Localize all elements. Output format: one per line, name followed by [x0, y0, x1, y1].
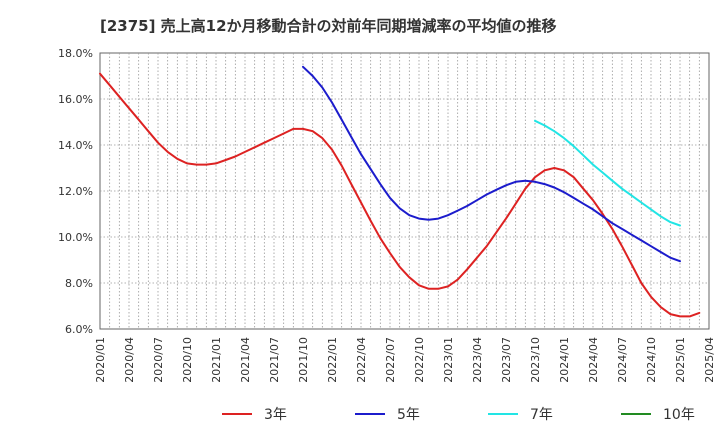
x-tick-label: 2022/04 [355, 337, 368, 383]
x-tick-label: 2024/10 [645, 337, 658, 383]
x-tick-label: 2023/04 [471, 337, 484, 383]
series-layer [99, 65, 701, 318]
legend-label: 3年 [264, 407, 287, 423]
y-tick-label: 10.0% [58, 231, 93, 244]
x-tick-label: 2020/01 [94, 337, 107, 383]
x-tick-label: 2021/07 [268, 337, 281, 383]
x-tick-label: 2022/10 [413, 337, 426, 383]
x-tick-label: 2025/01 [674, 337, 687, 383]
x-tick-label: 2022/01 [326, 337, 339, 383]
x-tick-label: 2020/04 [123, 337, 136, 383]
x-tick-label: 2024/04 [587, 337, 600, 383]
y-tick-label: 16.0% [58, 93, 93, 106]
y-tick-label: 6.0% [65, 323, 93, 336]
legend-item: 7年 [488, 407, 553, 423]
grid-layer [99, 52, 710, 330]
legend-item: 10年 [621, 407, 695, 423]
legend-label: 5年 [397, 407, 420, 423]
chart-title: [2375] 売上高12か月移動合計の対前年同期増減率の平均値の推移 [100, 17, 557, 35]
x-tick-label: 2024/07 [616, 337, 629, 383]
x-tick-label: 2024/01 [558, 337, 571, 383]
x-tick-label: 2022/07 [384, 337, 397, 383]
x-tick-label: 2020/10 [181, 337, 194, 383]
x-tick-label: 2020/07 [152, 337, 165, 383]
series-line [534, 119, 681, 227]
x-tick-label: 2021/10 [297, 337, 310, 383]
x-tick-label: 2025/04 [703, 337, 716, 383]
y-tick-label: 18.0% [58, 47, 93, 60]
legend-item: 3年 [222, 407, 287, 423]
x-tick-label: 2023/07 [500, 337, 513, 383]
y-tick-label: 12.0% [58, 185, 93, 198]
legend-label: 10年 [663, 407, 695, 423]
x-tick-label: 2021/01 [210, 337, 223, 383]
y-tick-label: 8.0% [65, 277, 93, 290]
x-tick-label: 2021/04 [239, 337, 252, 383]
axis-layer: 6.0% 8.0% 10.0% 12.0% 14.0% 16.0% 18.0% 2020/01… [58, 47, 716, 383]
legend-item: 5年 [355, 407, 420, 423]
y-tick-label: 14.0% [58, 139, 93, 152]
x-tick-label: 2023/10 [529, 337, 542, 383]
legend: 3年 5年 7年 10年 [222, 407, 695, 423]
series-line [99, 72, 701, 318]
legend-label: 7年 [530, 407, 553, 423]
series-line [302, 65, 681, 263]
x-tick-label: 2023/01 [442, 337, 455, 383]
